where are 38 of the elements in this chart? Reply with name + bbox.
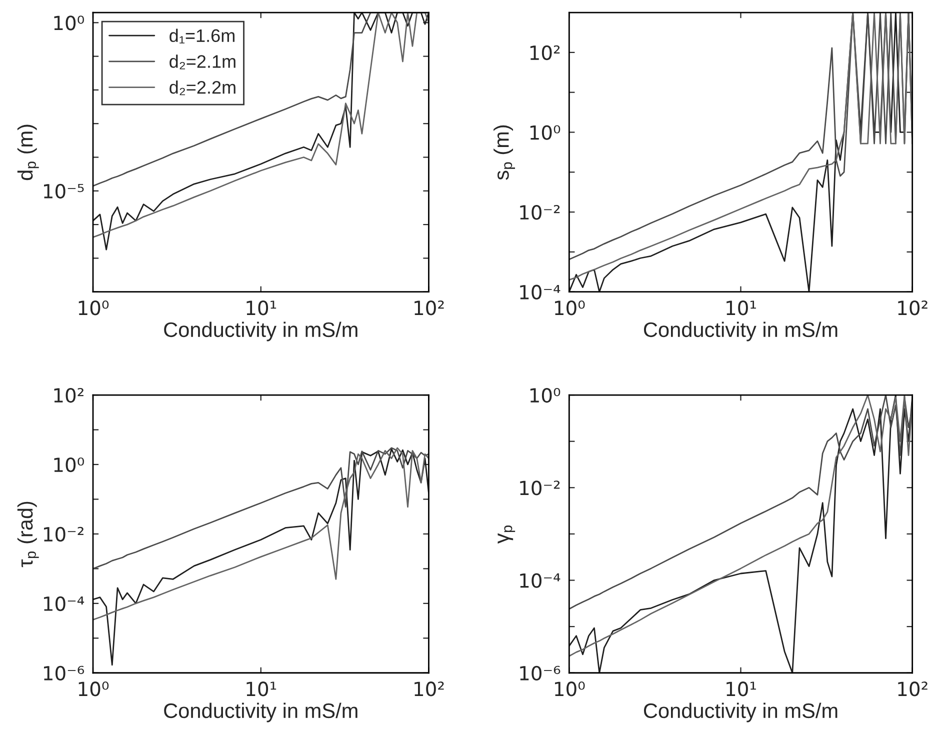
x-tick-label: 10⁰ (78, 300, 109, 316)
y-axis-title: s$_{p}$ (m) (494, 125, 516, 180)
legend-label: d₁=1.6m (170, 28, 234, 44)
x-tick-label: 10⁰ (78, 682, 109, 696)
x-tick-label: 10¹ (246, 682, 276, 696)
x-tick-label: 10¹ (726, 682, 756, 696)
x-axis-title: Conductivity in mS/m (644, 702, 838, 722)
x-tick-label: 10² (414, 300, 444, 316)
x-axis-title: Conductivity in mS/m (164, 702, 358, 722)
x-tick-label: 10² (414, 682, 444, 696)
y-tick-label: 10⁻² (520, 480, 560, 496)
y-axis-title: γ$_{p}$ (498, 526, 516, 544)
x-axis-title: Conductivity in mS/m (644, 322, 838, 342)
y-tick-label: 10⁻⁶ (44, 666, 84, 681)
y-tick-label: 10² (530, 45, 560, 60)
y-tick-label: 10⁻⁶ (520, 666, 560, 681)
y-tick-label: 10⁻⁴ (44, 596, 84, 612)
x-tick-label: 10¹ (726, 300, 756, 316)
y-tick-label: 10² (54, 388, 84, 403)
y-tick-label: 10⁻⁴ (520, 573, 560, 588)
legend-label: d₂=2.2m (170, 80, 236, 96)
x-tick-label: 10² (898, 300, 928, 316)
y-axis-title: τ$_{p}$ (rad) (17, 502, 39, 568)
legend-label: d₂=2.1m (170, 54, 236, 70)
x-tick-label: 10² (898, 682, 928, 696)
x-axis-title: Conductivity in mS/m (164, 322, 358, 342)
y-tick-label: 10⁰ (530, 388, 560, 403)
y-axis-title: d$_{p}$ (m) (17, 124, 39, 180)
y-tick-label: 10⁰ (530, 125, 560, 140)
y-tick-label: 10⁰ (54, 16, 84, 30)
x-tick-label: 10¹ (246, 300, 276, 316)
x-tick-label: 10⁰ (555, 300, 585, 316)
y-tick-label: 10⁻² (44, 526, 84, 542)
y-tick-label: 10⁰ (54, 457, 84, 472)
y-tick-label: 10⁻⁵ (44, 184, 84, 199)
y-tick-label: 10⁻⁴ (520, 284, 560, 300)
x-tick-label: 10⁰ (555, 682, 585, 696)
y-tick-label: 10⁻² (520, 205, 560, 220)
